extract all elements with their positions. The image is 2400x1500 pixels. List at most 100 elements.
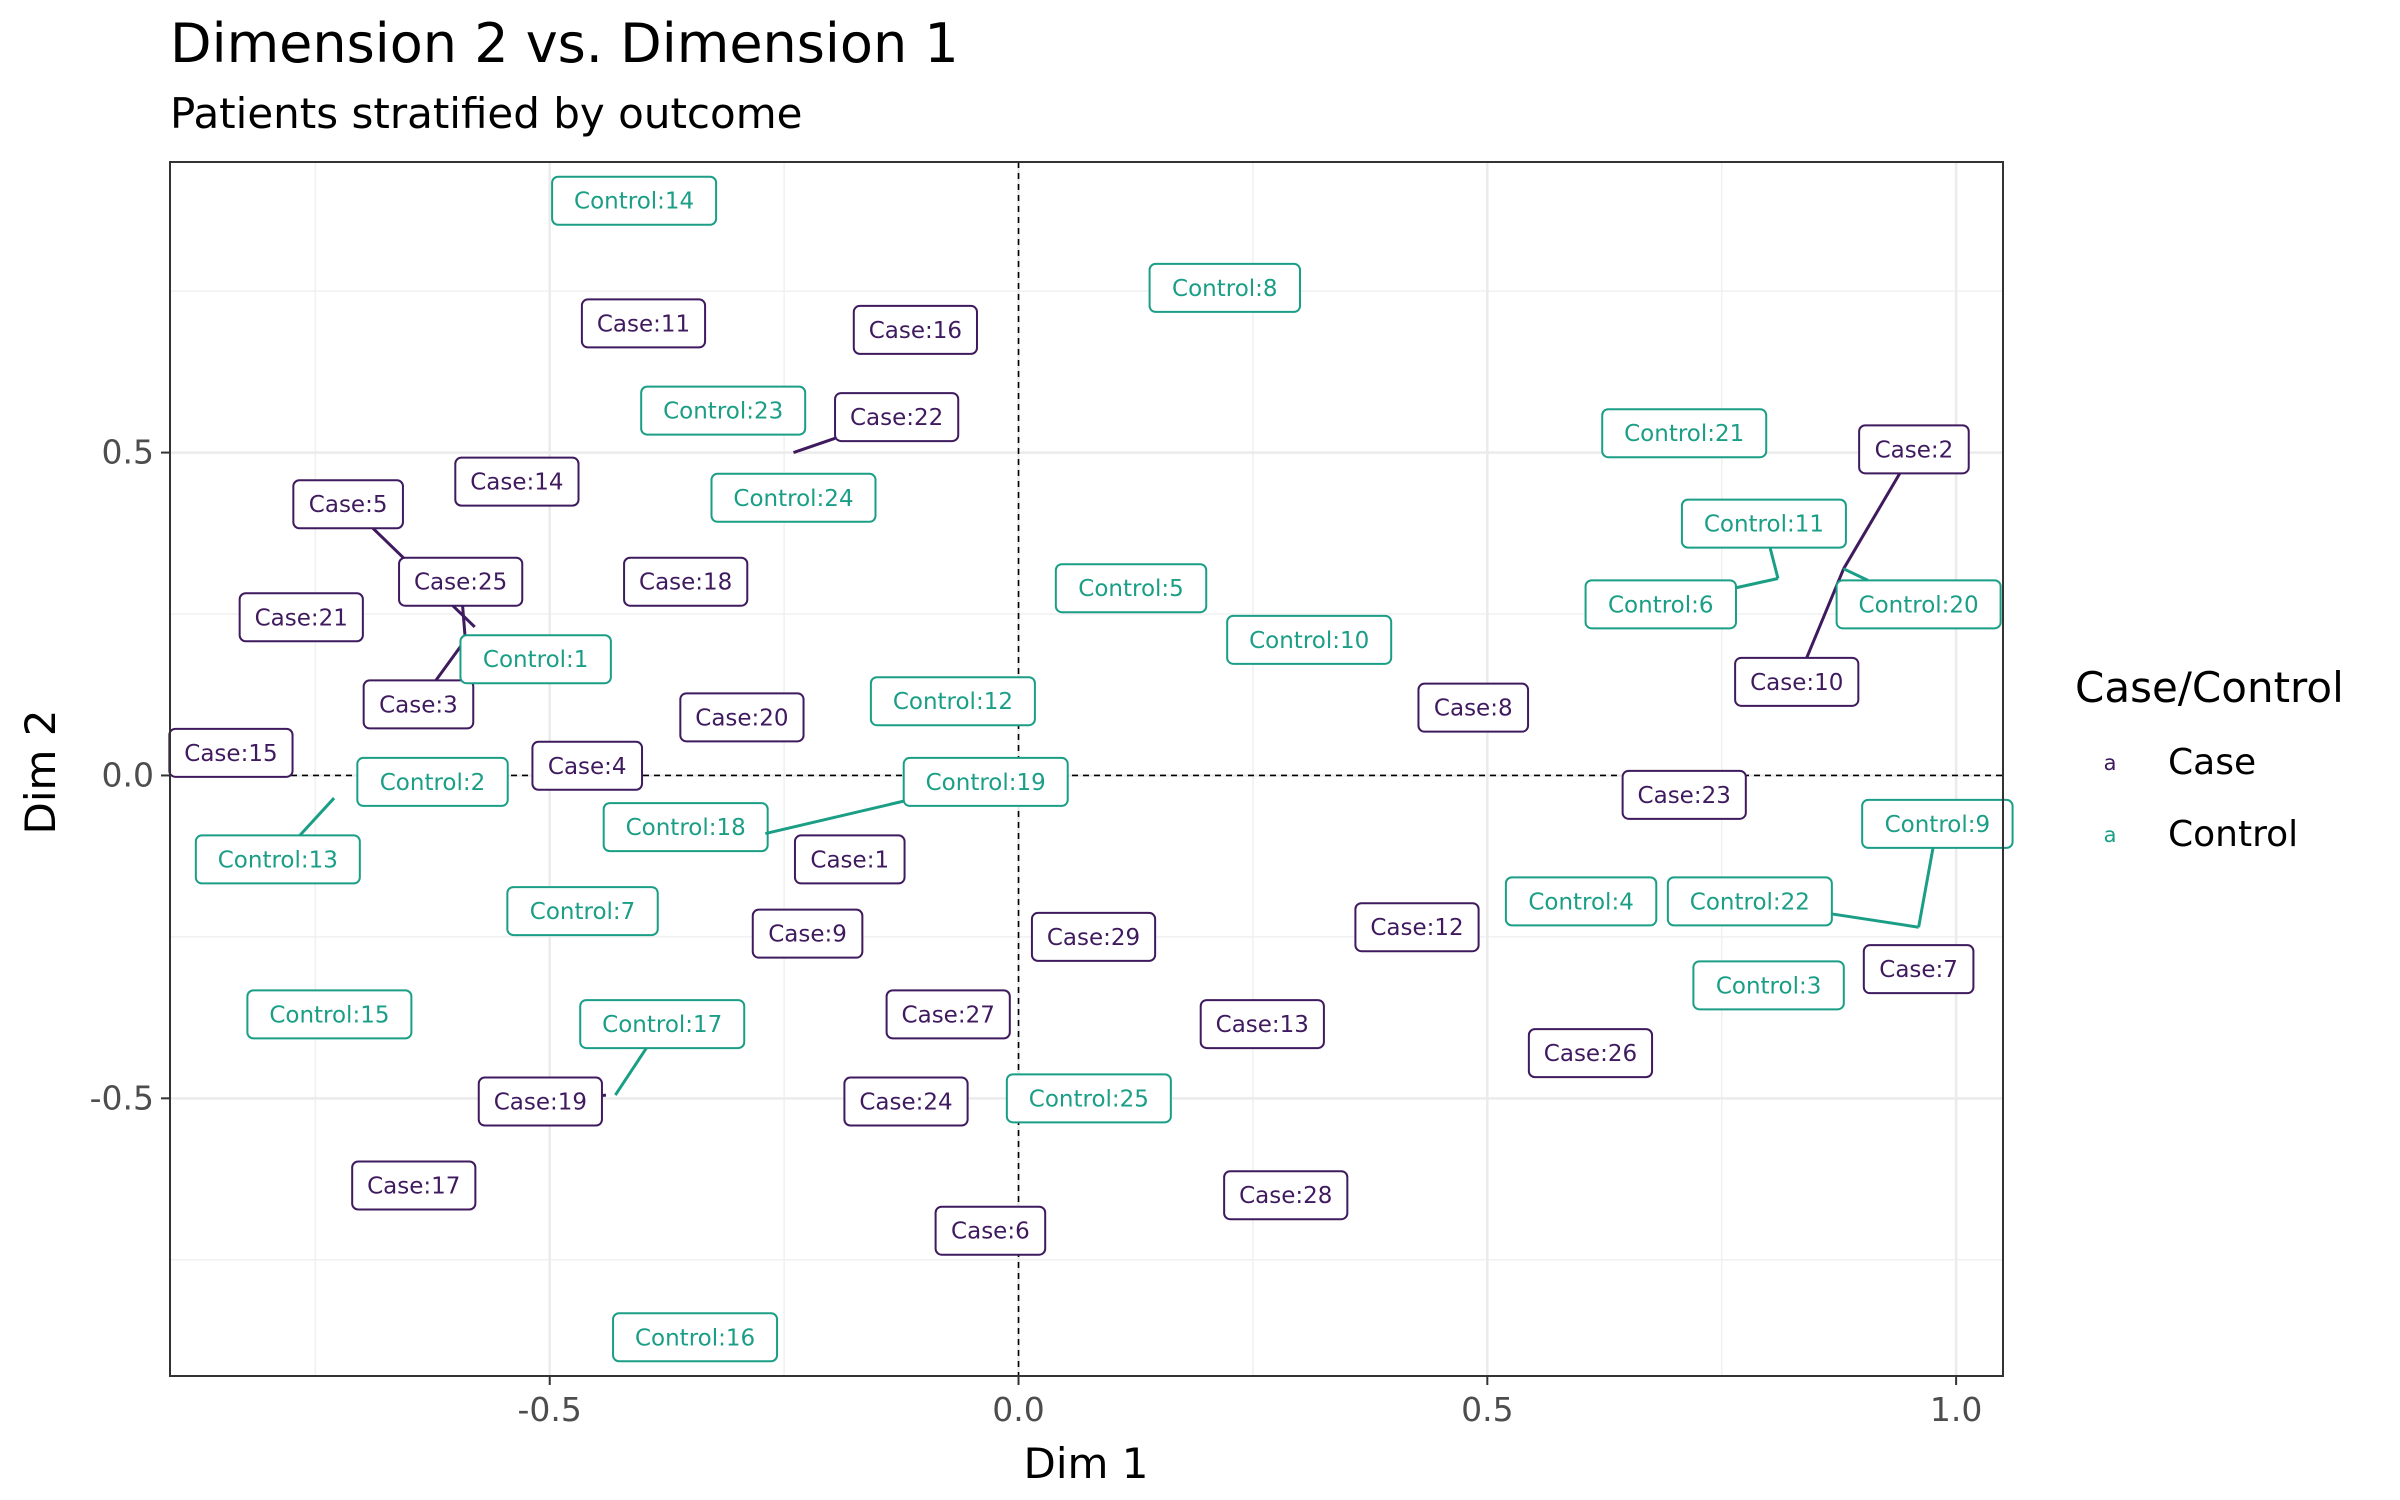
control-point-label: Control:13 bbox=[194, 834, 361, 885]
control-label-box bbox=[194, 834, 361, 885]
control-label-box bbox=[1005, 1073, 1172, 1124]
control-point-label: Control:22 bbox=[1666, 876, 1833, 927]
case-label-text: Case:1 bbox=[810, 847, 889, 873]
case-label-box bbox=[679, 692, 805, 743]
y-tick-label: 0.0 bbox=[102, 755, 154, 794]
case-label-text: Case:12 bbox=[1370, 915, 1463, 941]
control-label-text: Control:5 bbox=[1078, 576, 1184, 602]
case-label-text: Case:6 bbox=[951, 1219, 1030, 1245]
case-label-text: Case:10 bbox=[1750, 670, 1843, 696]
case-label-box bbox=[623, 556, 749, 607]
control-label-text: Control:7 bbox=[530, 899, 636, 925]
control-label-text: Control:20 bbox=[1859, 592, 1979, 618]
control-label-box bbox=[1835, 579, 2002, 630]
case-label-box bbox=[398, 556, 524, 607]
control-label-text: Control:10 bbox=[1249, 628, 1369, 654]
case-point-label: Case:13 bbox=[1199, 999, 1325, 1050]
case-label-text: Case:18 bbox=[639, 570, 732, 596]
control-point-label: Control:12 bbox=[869, 676, 1036, 727]
legend-key-case: a bbox=[2104, 751, 2117, 775]
case-point-label: Case:17 bbox=[351, 1160, 477, 1211]
control-point-label: Control:18 bbox=[602, 802, 769, 853]
control-label-text: Control:19 bbox=[926, 770, 1046, 796]
case-point-label: Case:22 bbox=[834, 392, 960, 443]
control-label-box bbox=[640, 385, 807, 436]
case-label-text: Case:13 bbox=[1216, 1012, 1309, 1038]
case-label-box bbox=[1858, 424, 1970, 475]
case-label-box bbox=[934, 1205, 1047, 1256]
case-label-text: Case:28 bbox=[1239, 1183, 1332, 1209]
x-axis-label: Dim 1 bbox=[1024, 1439, 1149, 1488]
case-label-box bbox=[885, 989, 1011, 1040]
chart-title: Dimension 2 vs. Dimension 1 bbox=[170, 12, 959, 75]
control-label-text: Control:15 bbox=[269, 1002, 389, 1028]
case-label-box bbox=[1527, 1028, 1654, 1079]
case-label-text: Case:15 bbox=[184, 741, 277, 767]
case-label-text: Case:19 bbox=[494, 1090, 587, 1116]
control-label-text: Control:21 bbox=[1624, 421, 1744, 447]
legend-label-control: Control bbox=[2168, 814, 2298, 855]
control-label-box bbox=[869, 676, 1036, 727]
control-point-label: Control:7 bbox=[506, 886, 659, 937]
control-label-text: Control:8 bbox=[1172, 276, 1278, 302]
case-point-label: Case:28 bbox=[1223, 1170, 1349, 1221]
control-label-box bbox=[459, 634, 612, 685]
control-label-text: Control:22 bbox=[1690, 889, 1810, 915]
legend-title: Case/Control bbox=[2075, 663, 2344, 712]
case-point-label: Case:21 bbox=[238, 592, 364, 643]
control-point-label: Control:8 bbox=[1148, 262, 1301, 313]
case-label-box bbox=[793, 834, 906, 885]
case-label-text: Case:3 bbox=[379, 692, 458, 718]
case-label-box bbox=[531, 740, 644, 791]
case-label-text: Case:22 bbox=[850, 405, 943, 431]
control-label-text: Control:13 bbox=[218, 847, 338, 873]
control-label-leader-line bbox=[298, 797, 336, 837]
control-point-label: Control:14 bbox=[551, 175, 718, 226]
case-point-label: Case:29 bbox=[1030, 911, 1157, 962]
case-label-text: Case:7 bbox=[1879, 957, 1958, 983]
y-tick-label: -0.5 bbox=[90, 1078, 154, 1117]
case-label-text: Case:21 bbox=[255, 605, 348, 631]
case-point-label: Case:14 bbox=[454, 456, 580, 507]
control-label-box bbox=[602, 802, 769, 853]
case-point-label: Case:23 bbox=[1621, 769, 1747, 820]
case-point-label: Case:7 bbox=[1862, 944, 1975, 995]
case-point-label: Case:16 bbox=[852, 304, 978, 355]
control-point-label: Control:9 bbox=[1861, 798, 2014, 849]
control-label-box bbox=[1226, 614, 1393, 665]
case-label-text: Case:8 bbox=[1434, 696, 1513, 722]
control-point-label: Control:11 bbox=[1680, 498, 1847, 549]
control-label-text: Control:14 bbox=[574, 189, 694, 215]
control-label-text: Control:4 bbox=[1528, 889, 1634, 915]
legend-label-case: Case bbox=[2168, 742, 2256, 783]
case-point-label: Case:11 bbox=[580, 298, 707, 349]
case-point-label: Case:24 bbox=[843, 1076, 969, 1127]
control-label-leader-line bbox=[614, 1047, 648, 1096]
case-label-text: Case:27 bbox=[902, 1002, 995, 1028]
case-point-label: Case:20 bbox=[679, 692, 805, 743]
x-tick-label: 0.5 bbox=[1461, 1390, 1513, 1429]
chart-subtitle: Patients stratified by outcome bbox=[170, 89, 802, 138]
case-label-leader-line bbox=[461, 605, 467, 640]
case-label-text: Case:5 bbox=[309, 492, 388, 518]
case-point-label: Case:27 bbox=[885, 989, 1011, 1040]
control-point-label: Control:3 bbox=[1692, 960, 1845, 1011]
case-label-text: Case:4 bbox=[548, 754, 627, 780]
control-point-label: Control:4 bbox=[1504, 876, 1658, 927]
case-label-box bbox=[1417, 682, 1530, 733]
case-label-text: Case:11 bbox=[597, 311, 690, 337]
control-point-label: Control:23 bbox=[640, 385, 807, 436]
control-label-leader-line bbox=[1831, 912, 1919, 929]
control-label-text: Control:1 bbox=[483, 647, 589, 673]
control-label-box bbox=[1861, 798, 2014, 849]
y-axis-label: Dim 2 bbox=[16, 710, 65, 835]
x-tick-label: 0.0 bbox=[992, 1390, 1044, 1429]
case-label-text: Case:26 bbox=[1544, 1041, 1637, 1067]
control-label-box bbox=[1666, 876, 1833, 927]
case-label-box bbox=[454, 456, 580, 507]
case-label-box bbox=[351, 1160, 477, 1211]
control-label-text: Control:6 bbox=[1608, 592, 1714, 618]
case-label-box bbox=[1862, 944, 1975, 995]
legend: Case/Control a Case a Control bbox=[2075, 663, 2344, 855]
